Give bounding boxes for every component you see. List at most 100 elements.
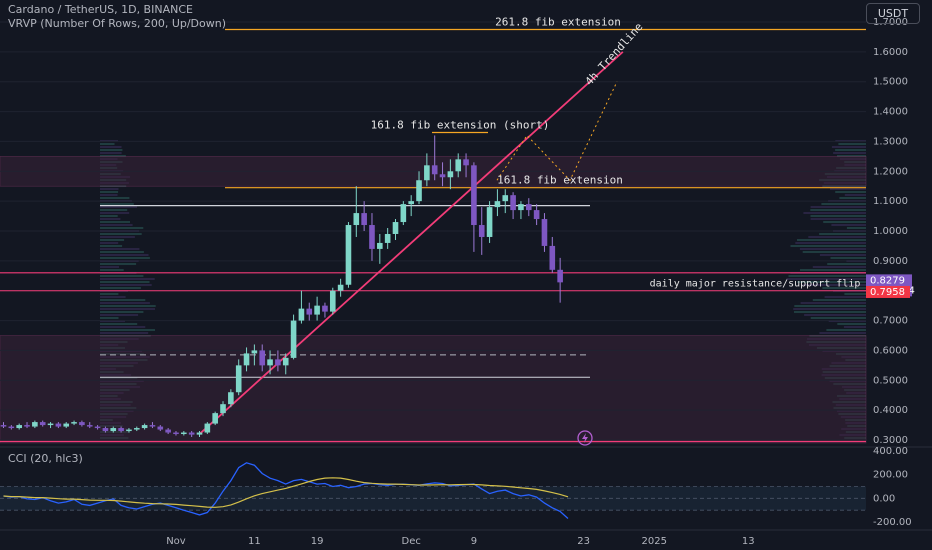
volume-profile-bar	[100, 221, 130, 223]
volume-profile-bar	[100, 191, 119, 193]
candle-body	[149, 425, 156, 427]
volume-profile-bar	[846, 227, 866, 229]
volume-profile-bar	[100, 296, 126, 298]
candle-body	[86, 425, 93, 427]
volume-profile-bar	[819, 332, 866, 334]
candle-body	[369, 225, 375, 249]
candle-body	[431, 165, 438, 175]
candle-body	[392, 222, 399, 234]
volume-profile-bar	[100, 188, 119, 190]
volume-profile-bar	[100, 326, 146, 328]
candle-body	[55, 423, 62, 427]
price-zone	[0, 335, 867, 444]
time-tick-label: Nov	[166, 536, 186, 547]
lightning-bolt-icon	[577, 430, 593, 446]
price-tick-label: 0.9000	[873, 256, 908, 267]
volume-profile-bar	[799, 248, 866, 250]
volume-profile-bar	[826, 329, 866, 331]
candle-body	[424, 165, 430, 181]
volume-profile-bar	[100, 278, 155, 280]
candle-body	[282, 357, 289, 366]
volume-profile-bar	[812, 299, 866, 301]
fib-161-label: 161.8 fib extension	[497, 174, 623, 187]
volume-profile-bar	[100, 197, 130, 199]
candle-body	[377, 242, 383, 249]
candle-body	[196, 432, 203, 435]
volume-profile-bar	[827, 263, 866, 265]
volume-profile-bar	[100, 242, 119, 244]
candle-body	[463, 159, 469, 166]
cci-band	[0, 486, 866, 511]
volume-profile-bar	[100, 143, 115, 145]
cci-ma-line	[3, 477, 569, 508]
volume-profile-bar	[819, 254, 866, 256]
volume-profile-bar	[100, 236, 135, 238]
candle-body	[118, 428, 124, 432]
price-tick-label: 0.6000	[873, 345, 908, 356]
volume-profile-bar	[100, 308, 155, 310]
candle-body	[157, 426, 164, 430]
volume-profile-bar	[844, 293, 866, 295]
price-tick-label: 0.7000	[873, 316, 908, 327]
volume-profile-bar	[788, 275, 866, 277]
volume-profile-bar	[823, 221, 866, 223]
volume-profile-bar	[100, 266, 119, 268]
candle-body	[24, 425, 30, 427]
volume-profile-bar	[100, 317, 119, 319]
candle-body	[471, 165, 477, 226]
volume-profile-bar	[100, 233, 142, 235]
volume-profile-bar	[819, 233, 866, 235]
currency-button[interactable]: USDT	[866, 3, 920, 24]
volume-profile-bar	[100, 194, 118, 196]
volume-profile-bar	[837, 323, 866, 325]
price-tick-label: 0.3000	[873, 435, 908, 446]
time-tick-label: 19	[311, 536, 324, 547]
time-tick-label: Dec	[402, 536, 421, 547]
volume-profile-bar	[800, 269, 866, 271]
candle-body	[314, 305, 320, 315]
volume-profile-bar	[100, 305, 156, 307]
candle-body	[126, 429, 132, 432]
candle-body	[47, 423, 54, 426]
candle-body	[557, 269, 563, 283]
zones-layer	[0, 140, 867, 444]
current-price-label: 0.8279	[870, 275, 905, 286]
volume-profile-bar	[100, 284, 152, 286]
volume-profile-bar	[100, 206, 137, 208]
volume-profile-bar	[100, 257, 150, 259]
candle-body	[235, 365, 242, 393]
volume-profile-bar	[100, 299, 146, 301]
price-tick-label: 1.1000	[873, 196, 908, 207]
volume-profile-bar	[100, 149, 123, 151]
price-tick-label: 1.6000	[873, 47, 908, 58]
volume-profile-bar	[795, 242, 866, 244]
volume-profile-bar	[100, 302, 150, 304]
volume-profile-bar	[821, 203, 866, 205]
candle-body	[298, 308, 305, 321]
volume-profile-bar	[830, 188, 866, 190]
volume-profile-bar	[100, 218, 121, 220]
volume-profile-bar	[100, 287, 141, 289]
candle-body	[329, 290, 336, 312]
volume-profile-bar	[100, 293, 119, 295]
time-tick-label: 2025	[641, 536, 666, 547]
resistance-label: daily major resistance/support flip	[650, 279, 861, 290]
volume-profile-bar	[844, 194, 866, 196]
cci-title: CCI (20, hlc3)	[8, 452, 83, 465]
volume-profile-bar	[100, 146, 122, 148]
candle-body	[220, 404, 226, 414]
candle-body	[110, 428, 117, 432]
projection-path	[496, 81, 618, 182]
volume-profile-bar	[790, 245, 866, 247]
volume-profile-bar	[843, 326, 866, 328]
cci-layer: CCI (20, hlc3)	[0, 452, 866, 519]
volume-profile-bar	[100, 281, 150, 283]
volume-profile-bar	[831, 224, 866, 226]
volume-profile-bar	[797, 239, 866, 241]
candle-body	[510, 195, 516, 211]
candle-body	[361, 213, 367, 226]
price-tick-label: 0.4000	[873, 405, 908, 416]
price-tick-label: 1.0000	[873, 226, 908, 237]
indicator-title: VRVP (Number Of Rows, 200, Up/Down)	[8, 17, 227, 30]
